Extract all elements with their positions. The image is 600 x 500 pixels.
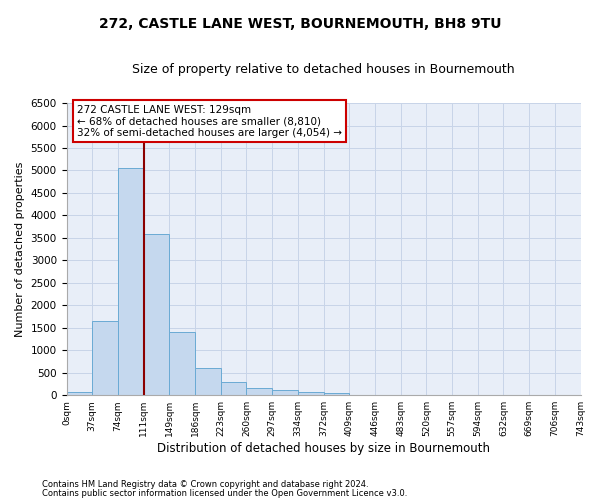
Bar bbox=[195, 368, 221, 395]
Text: 272, CASTLE LANE WEST, BOURNEMOUTH, BH8 9TU: 272, CASTLE LANE WEST, BOURNEMOUTH, BH8 … bbox=[99, 18, 501, 32]
Bar bbox=[323, 392, 349, 395]
Bar bbox=[221, 382, 247, 395]
Y-axis label: Number of detached properties: Number of detached properties bbox=[15, 162, 25, 337]
Bar bbox=[247, 388, 272, 395]
X-axis label: Distribution of detached houses by size in Bournemouth: Distribution of detached houses by size … bbox=[157, 442, 490, 455]
Text: 272 CASTLE LANE WEST: 129sqm
← 68% of detached houses are smaller (8,810)
32% of: 272 CASTLE LANE WEST: 129sqm ← 68% of de… bbox=[77, 104, 342, 138]
Bar bbox=[92, 321, 118, 395]
Bar bbox=[272, 390, 298, 395]
Text: Contains public sector information licensed under the Open Government Licence v3: Contains public sector information licen… bbox=[42, 489, 407, 498]
Bar bbox=[169, 332, 195, 395]
Text: Contains HM Land Registry data © Crown copyright and database right 2024.: Contains HM Land Registry data © Crown c… bbox=[42, 480, 368, 489]
Bar bbox=[67, 392, 92, 395]
Bar bbox=[143, 234, 169, 395]
Bar bbox=[118, 168, 143, 395]
Bar bbox=[298, 392, 323, 395]
Title: Size of property relative to detached houses in Bournemouth: Size of property relative to detached ho… bbox=[132, 62, 515, 76]
